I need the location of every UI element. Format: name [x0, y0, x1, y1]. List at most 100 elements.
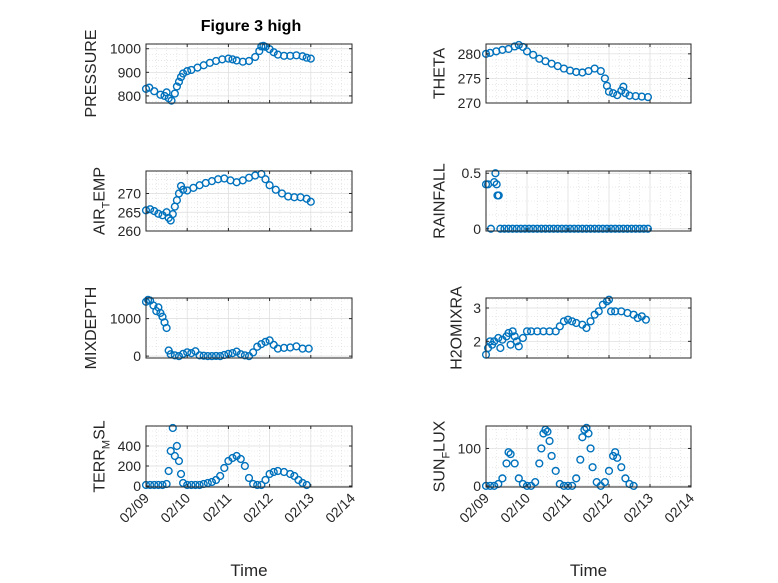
y-axis-label: TERRMSL — [92, 420, 113, 492]
data-point — [512, 224, 521, 233]
data-point — [178, 349, 188, 358]
data-point — [199, 351, 208, 360]
data-point — [635, 224, 644, 233]
data-point — [584, 429, 593, 438]
data-point — [604, 87, 614, 96]
data-point — [643, 224, 653, 233]
data-point — [191, 347, 200, 356]
y-axis-label: THETA — [432, 48, 449, 100]
y-tick-label: 280 — [458, 46, 482, 62]
data-point — [261, 175, 270, 184]
subplot-air-temp: 260 265 270 AIRTEMP — [92, 167, 353, 239]
axes-box — [485, 170, 692, 232]
data-point — [253, 480, 262, 490]
data-point — [490, 481, 499, 490]
data-point — [207, 352, 217, 361]
data-point — [168, 423, 177, 433]
x-tick-label: 02/13 — [620, 490, 656, 526]
data-point — [255, 46, 264, 56]
data-point — [514, 474, 523, 483]
x-axis-label: Time — [230, 561, 267, 580]
data-point — [504, 328, 513, 338]
y-tick-label: 0.5 — [462, 165, 482, 181]
data-point — [541, 224, 550, 233]
data-point — [504, 448, 513, 457]
data-point — [617, 86, 626, 95]
data-point — [183, 67, 192, 76]
data-point — [500, 224, 509, 233]
data-point — [158, 480, 167, 490]
data-point — [586, 444, 595, 453]
data-point — [531, 478, 540, 487]
data-point — [559, 317, 569, 326]
data-point — [524, 224, 534, 233]
data-point — [594, 307, 603, 316]
y-tick-label: 1000 — [110, 311, 141, 327]
y-axis-label: PRESSURE — [83, 29, 100, 117]
subplot-terr-msl: 02/09 02/10 02/11 02/12 02/13 02/14 0 200 400 TER… — [92, 420, 359, 580]
data-point — [514, 342, 523, 351]
data-point — [261, 42, 270, 51]
data-point — [602, 224, 612, 233]
data-point — [257, 340, 266, 349]
data-point — [220, 463, 229, 473]
data-point — [557, 224, 566, 233]
axes-box — [145, 43, 353, 104]
subplot-theta: 270 275 280 THETA — [432, 40, 692, 111]
y-tick-label: 0 — [473, 478, 481, 494]
y-tick-label: 200 — [118, 458, 142, 474]
series-theta — [481, 40, 653, 102]
data-point — [502, 459, 511, 468]
data-point — [510, 459, 519, 468]
data-point — [510, 42, 519, 51]
data-point — [228, 453, 237, 463]
data-point — [490, 178, 499, 187]
data-point — [516, 224, 525, 233]
data-point — [639, 224, 648, 233]
subplot-mixdepth: 0 1000 MIXDEPTH — [83, 287, 353, 369]
data-point — [508, 224, 517, 233]
y-tick-label: 900 — [118, 64, 142, 80]
data-point — [537, 444, 546, 453]
data-point — [249, 348, 258, 357]
data-point — [304, 344, 313, 353]
data-point — [195, 351, 204, 360]
axes-box — [145, 425, 353, 488]
data-point — [265, 469, 274, 479]
data-point — [203, 478, 212, 488]
data-point — [596, 66, 605, 76]
data-point — [492, 180, 501, 189]
data-point — [146, 205, 155, 214]
y-tick-label: 275 — [458, 70, 482, 86]
data-point — [154, 209, 163, 218]
figure-title: Figure 3 high — [201, 18, 301, 35]
x-tick-label: 02/09 — [456, 490, 492, 526]
y-tick-label: 270 — [458, 95, 482, 111]
data-point — [514, 40, 523, 50]
data-point — [244, 56, 254, 66]
data-point — [600, 74, 610, 83]
data-point — [172, 441, 182, 451]
data-point — [621, 89, 630, 98]
subplot-rainfall: 0 0.5 RAINFALL — [432, 163, 692, 239]
data-point — [187, 480, 196, 490]
data-point — [613, 91, 622, 100]
data-point — [606, 224, 616, 233]
series-sun-flux — [481, 423, 638, 490]
data-point — [207, 477, 217, 487]
data-point — [604, 295, 614, 304]
data-point — [166, 446, 175, 456]
data-point — [154, 480, 163, 490]
x-tick-label: 02/10 — [157, 490, 193, 526]
data-point — [586, 317, 595, 326]
data-point — [183, 480, 192, 490]
data-point — [150, 207, 159, 216]
data-point — [641, 315, 651, 324]
data-point — [174, 352, 184, 361]
data-point — [265, 336, 274, 345]
data-point — [551, 327, 560, 336]
data-point — [598, 224, 607, 233]
x-tick-label: 02/14 — [322, 490, 358, 526]
